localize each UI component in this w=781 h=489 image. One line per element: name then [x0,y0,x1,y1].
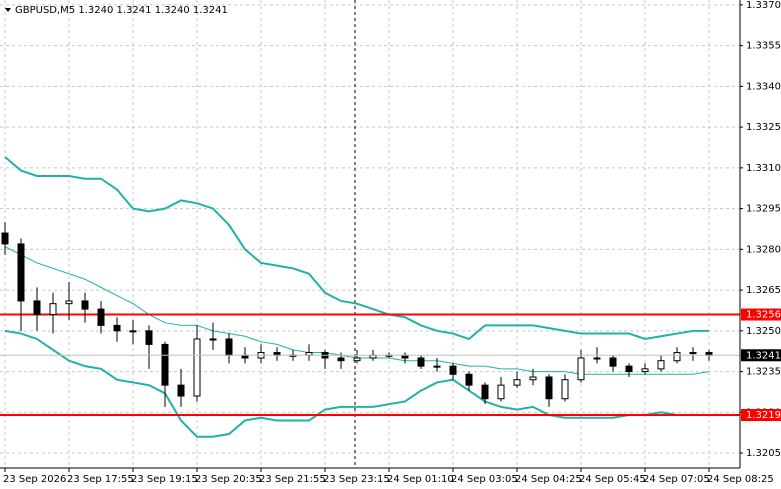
level-tag [741,409,781,422]
level-tag [741,308,781,321]
x-tick-label: 23 Sep 20:35 [195,474,262,485]
x-tick-label: 23 Sep 23:15 [323,474,390,485]
x-tick-label: 23 Sep 17:55 [67,474,134,485]
candle-body [17,243,25,302]
x-tick-label: 24 Sep 04:25 [515,474,582,485]
x-tick-label: 24 Sep 07:05 [643,474,710,485]
candle-body [49,303,57,316]
candle-body [513,379,521,386]
chart-title: GBPUSD,M5 1.3240 1.3241 1.3240 1.3241 [15,5,228,16]
candle-body [1,232,9,245]
candle-body [129,330,137,333]
level-label: 1.3219 [746,410,781,421]
candle-body [113,324,121,332]
y-tick-label: 1.3325 [746,122,781,133]
y-tick-label: 1.3235 [746,367,781,378]
candle-body [225,338,233,356]
y-tick-label: 1.3310 [746,163,781,174]
candle-body [417,357,425,367]
x-tick-label: 23 Sep 19:15 [131,474,198,485]
candle-body [177,384,185,397]
candle-body [689,352,697,355]
x-tick-label: 23 Sep 2026 [3,474,66,485]
candle-body [209,338,217,341]
y-tick-label: 1.3280 [746,244,781,255]
candle-body [593,357,601,360]
x-tick-label: 23 Sep 21:55 [259,474,326,485]
candle-body [145,330,153,345]
y-tick-label: 1.3355 [746,41,781,52]
y-tick-label: 1.3205 [746,448,781,459]
y-tick-label: 1.3340 [746,81,781,92]
candle-body [529,376,537,381]
candle-body [33,300,41,316]
level-label: 1.3256 [746,310,781,321]
y-tick-label: 1.3370 [746,0,781,11]
candle-body [433,365,441,368]
band-upper [4,156,709,341]
candle-body [337,357,345,362]
candle-body [657,360,665,370]
y-tick-label: 1.3250 [746,326,781,337]
candle-body [465,373,473,386]
candle-body [81,300,89,310]
band-lower [4,329,709,438]
x-tick-label: 24 Sep 03:05 [451,474,518,485]
x-tick-label: 24 Sep 08:25 [707,474,774,485]
candle-body [353,357,361,362]
candle-body [577,357,585,381]
x-tick-label: 24 Sep 01:10 [387,474,454,485]
y-tick-label: 1.3295 [746,204,781,215]
menu-arrow [5,8,11,12]
candle-body [97,308,105,326]
plot [0,156,740,438]
candle-body [481,384,489,400]
candle-body [561,379,569,400]
candle-body [641,368,649,373]
candle-body [625,365,633,373]
candle-body [193,338,201,397]
last-price-tag [741,349,781,362]
labels: 1.3370 1.3355 1.3340 1.3325 1.3310 1.3295 1.32… [3,0,781,485]
candle-body [673,352,681,362]
last-price-label: 1.3241 [746,350,781,361]
candle-body [449,365,457,375]
candle-body [545,376,553,400]
y-tick-label: 1.3265 [746,285,781,296]
candle-body [65,300,73,305]
candle-body [497,384,505,400]
grid [0,0,740,468]
candle-body [161,343,169,386]
candle-body [609,357,617,367]
x-tick-label: 24 Sep 05:45 [579,474,646,485]
